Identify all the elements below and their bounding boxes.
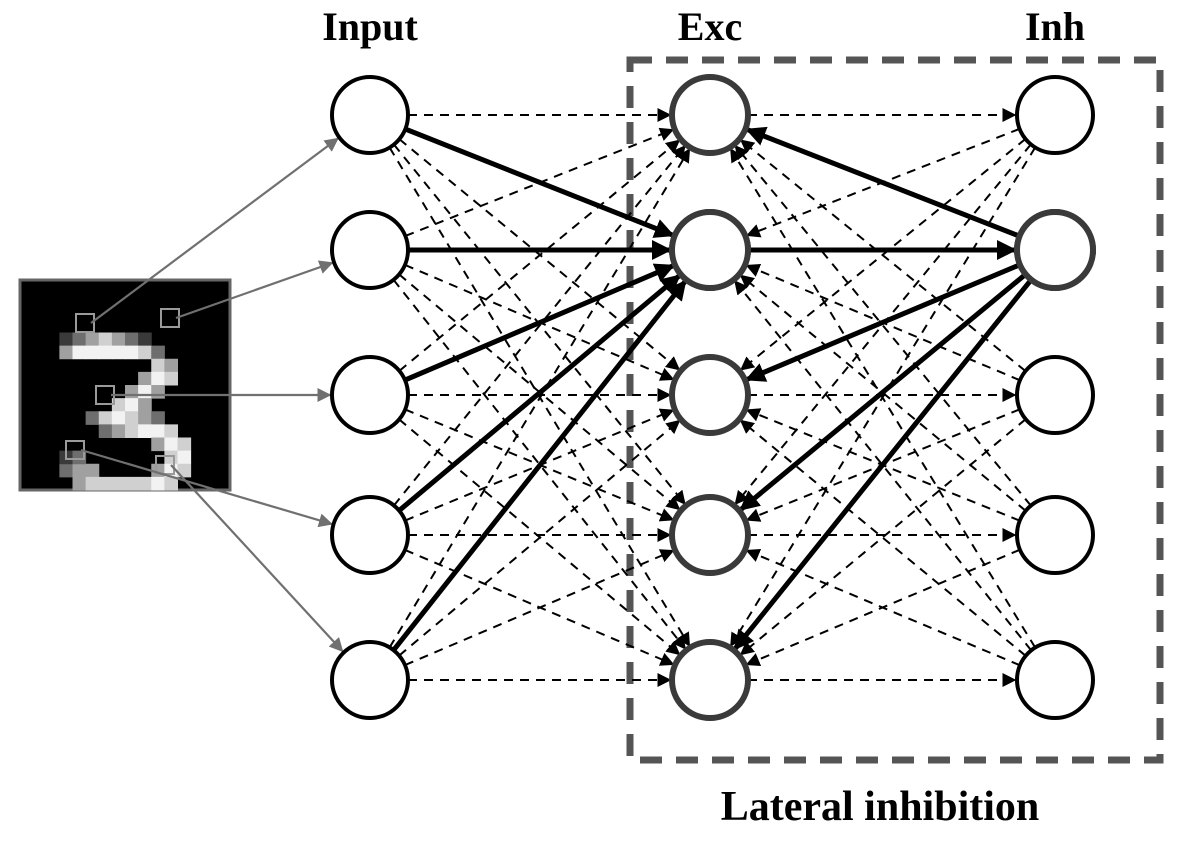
inh-node <box>1017 642 1093 718</box>
nodes <box>332 77 1093 718</box>
input-image-arrows <box>81 139 342 651</box>
input-node <box>332 357 408 433</box>
edge-inh-exc-bold <box>747 265 1020 380</box>
inh-node <box>1017 357 1093 433</box>
label-inh: Inh <box>1025 4 1085 49</box>
input-node <box>332 497 408 573</box>
label-exc: Exc <box>678 4 742 49</box>
exc-node <box>672 642 748 718</box>
label-input: Input <box>322 4 418 49</box>
exc-node-highlight <box>672 212 748 288</box>
inh-node-highlight <box>1017 212 1093 288</box>
inh-node <box>1017 497 1093 573</box>
exc-node <box>672 497 748 573</box>
network-diagram: Input Exc Inh Lateral inhibition <box>0 0 1200 844</box>
exc-node <box>672 357 748 433</box>
edge-image-to-input <box>171 465 342 651</box>
label-lateral-inhibition: Lateral inhibition <box>721 784 1040 830</box>
inh-node <box>1017 77 1093 153</box>
input-node <box>332 642 408 718</box>
edge-inh-exc <box>747 550 1020 665</box>
input-node <box>332 212 408 288</box>
mnist-image <box>20 280 230 491</box>
input-node <box>332 77 408 153</box>
exc-node <box>672 77 748 153</box>
